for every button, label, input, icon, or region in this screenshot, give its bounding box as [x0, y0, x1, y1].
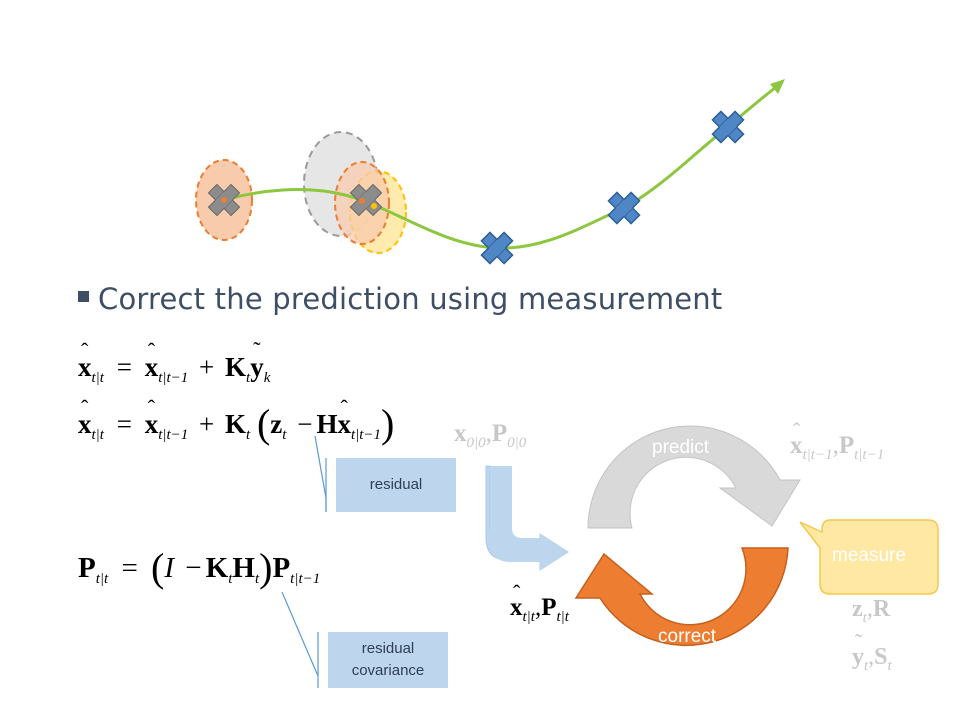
measurement-label: zt,R	[852, 596, 891, 626]
state-estimate-symbol: x	[78, 338, 92, 383]
measure-label: measure	[832, 545, 906, 566]
predicted-state-label: xt|t−1,Pt|t−1	[790, 418, 884, 464]
state-dot	[359, 198, 365, 204]
innovation-symbol: y	[250, 337, 264, 383]
residual-label: residual	[369, 476, 423, 493]
residual-covariance-pointer-line	[281, 591, 319, 677]
bullet-square-icon	[78, 291, 89, 302]
equation-state-update-expanded: xt|t = xt|t−1 + Kt (zt −Hxt|t−1)	[78, 395, 394, 447]
bullet-heading: Correct the prediction using measurement	[78, 282, 722, 316]
residual-covariance-callout: residual covariance	[328, 632, 448, 688]
equation-covariance-update: Pt|t = (I − KtHt)Pt|t−1	[78, 545, 321, 590]
measurement-symbol: z	[270, 409, 283, 439]
state-dot	[371, 203, 377, 209]
bullet-text: Correct the prediction using measurement	[98, 282, 723, 316]
kalman-gain-symbol: K	[225, 352, 247, 382]
trajectory-illustration	[195, 79, 785, 265]
covariance-symbol: P	[78, 552, 96, 584]
identity-symbol: I	[164, 552, 175, 584]
trajectory-arrowhead	[770, 79, 785, 94]
correct-arrow	[574, 547, 789, 647]
observation-matrix-symbol: H	[316, 409, 338, 439]
predict-label: predict	[652, 437, 710, 458]
correct-label: correct	[658, 626, 717, 647]
corrected-state-label: xt|t,Pt|t	[510, 580, 569, 626]
state-dot	[221, 197, 227, 203]
equation-state-update-innovation: xt|t = xt|t−1 + Ktyk	[78, 337, 270, 387]
initial-state-label: x0|0,P0|0	[454, 420, 527, 451]
measure-bubble	[799, 519, 939, 595]
future-state-marker	[480, 231, 514, 265]
future-state-marker	[711, 110, 745, 144]
future-state-marker	[607, 191, 641, 225]
predict-arrow	[587, 425, 801, 529]
innovation-label: yt,St	[852, 629, 892, 675]
residual-callout: residual	[336, 458, 456, 512]
